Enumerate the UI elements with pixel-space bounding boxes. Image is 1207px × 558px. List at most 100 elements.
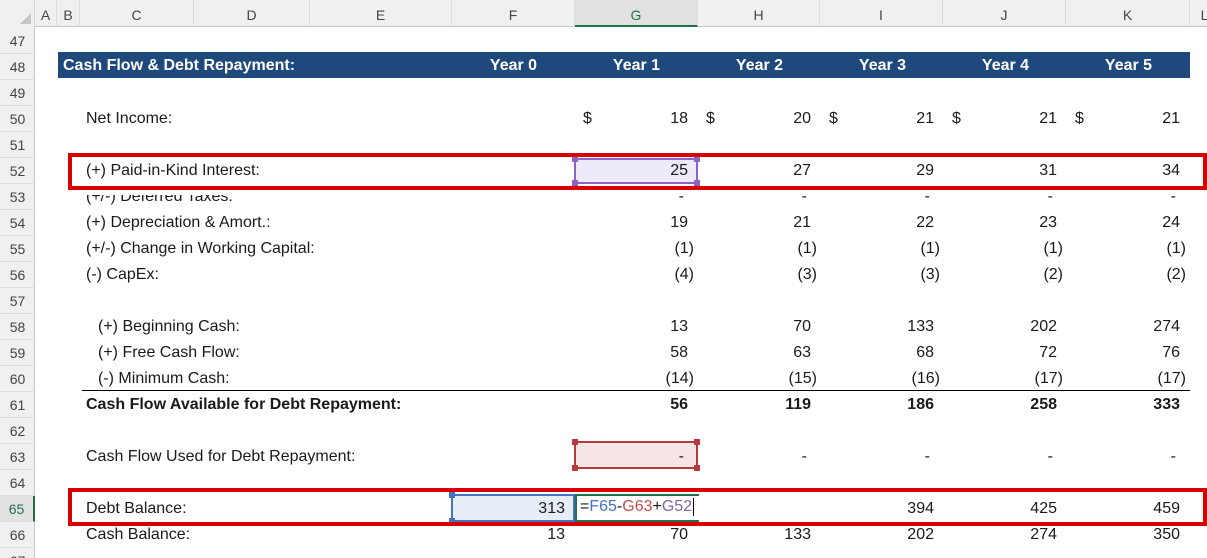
range-handle[interactable] <box>572 180 578 186</box>
row-header-61[interactable]: 61 <box>0 392 35 418</box>
debt-balance-y3[interactable]: 394 <box>907 500 934 517</box>
row-header-65[interactable]: 65 <box>0 496 35 522</box>
pik-interest-y3[interactable]: 29 <box>916 162 934 179</box>
row-header-63[interactable]: 63 <box>0 444 35 470</box>
column-header-a[interactable]: A <box>35 0 57 27</box>
free-cash-flow-y2[interactable]: 63 <box>793 344 811 361</box>
row-header-53[interactable]: 53 <box>0 184 35 210</box>
beginning-cash-y3[interactable]: 133 <box>907 318 934 335</box>
row-header-64[interactable]: 64 <box>0 470 35 496</box>
minimum-cash-y3[interactable]: (16) <box>911 370 940 387</box>
cash-balance-y4[interactable]: 274 <box>1030 526 1057 543</box>
range-handle[interactable] <box>694 180 700 186</box>
row-header-57[interactable]: 57 <box>0 288 35 314</box>
working-capital-y2[interactable]: (1) <box>797 240 817 257</box>
cf-used-y5[interactable]: - <box>1170 448 1176 465</box>
select-all-button[interactable] <box>0 0 35 27</box>
capex-y5[interactable]: (2) <box>1166 266 1186 283</box>
row-header-59[interactable]: 59 <box>0 340 35 366</box>
row-header-66[interactable]: 66 <box>0 522 35 548</box>
net-income-y5[interactable]: 21 <box>1162 110 1180 127</box>
capex-y4[interactable]: (2) <box>1043 266 1063 283</box>
deferred-taxes-y1[interactable]: - <box>678 188 684 205</box>
net-income-y1[interactable]: 18 <box>670 110 688 127</box>
pik-interest-y1[interactable]: 25 <box>670 162 688 179</box>
cf-used-y2[interactable]: - <box>801 448 807 465</box>
dep-amort-y5[interactable]: 24 <box>1162 214 1180 231</box>
row-header-51[interactable]: 51 <box>0 132 35 158</box>
column-header-d[interactable]: D <box>194 0 310 27</box>
dep-amort-y3[interactable]: 22 <box>916 214 934 231</box>
working-capital-y4[interactable]: (1) <box>1043 240 1063 257</box>
minimum-cash-y2[interactable]: (15) <box>788 370 817 387</box>
column-header-j[interactable]: J <box>943 0 1066 27</box>
working-capital-y3[interactable]: (1) <box>920 240 940 257</box>
pik-interest-y2[interactable]: 27 <box>793 162 811 179</box>
cash-balance-y5[interactable]: 350 <box>1153 526 1180 543</box>
column-header-h[interactable]: H <box>698 0 820 27</box>
debt-balance-y4[interactable]: 425 <box>1030 500 1057 517</box>
dep-amort-y1[interactable]: 19 <box>670 214 688 231</box>
beginning-cash-y1[interactable]: 13 <box>670 318 688 335</box>
range-handle[interactable] <box>572 156 578 162</box>
row-header-55[interactable]: 55 <box>0 236 35 262</box>
cf-available-y3[interactable]: 186 <box>907 396 934 413</box>
row-header-48[interactable]: 48 <box>0 54 35 80</box>
cf-used-y1[interactable]: - <box>678 448 684 465</box>
range-handle[interactable] <box>694 465 700 471</box>
minimum-cash-y1[interactable]: (14) <box>665 370 694 387</box>
row-header-60[interactable]: 60 <box>0 366 35 392</box>
debt-balance-y1-formula-editor[interactable]: =F65-G63+G52 <box>575 494 699 522</box>
free-cash-flow-y5[interactable]: 76 <box>1162 344 1180 361</box>
net-income-y4[interactable]: 21 <box>1039 110 1057 127</box>
range-handle[interactable] <box>694 156 700 162</box>
column-header-i[interactable]: I <box>820 0 943 27</box>
minimum-cash-y4[interactable]: (17) <box>1034 370 1063 387</box>
cf-used-y4[interactable]: - <box>1047 448 1053 465</box>
row-header-54[interactable]: 54 <box>0 210 35 236</box>
beginning-cash-y5[interactable]: 274 <box>1153 318 1180 335</box>
cf-available-y5[interactable]: 333 <box>1153 396 1180 413</box>
column-header-c[interactable]: C <box>80 0 194 27</box>
deferred-taxes-y4[interactable]: - <box>1047 188 1053 205</box>
cash-balance-y1[interactable]: 70 <box>670 526 688 543</box>
column-header-e[interactable]: E <box>310 0 452 27</box>
pik-interest-y5[interactable]: 34 <box>1162 162 1180 179</box>
working-capital-y5[interactable]: (1) <box>1166 240 1186 257</box>
cf-used-y3[interactable]: - <box>924 448 930 465</box>
pik-interest-y4[interactable]: 31 <box>1039 162 1057 179</box>
capex-y3[interactable]: (3) <box>920 266 940 283</box>
row-header-49[interactable]: 49 <box>0 80 35 106</box>
beginning-cash-y4[interactable]: 202 <box>1030 318 1057 335</box>
cf-available-y1[interactable]: 56 <box>670 396 688 413</box>
column-header-f[interactable]: F <box>452 0 575 27</box>
cf-available-y4[interactable]: 258 <box>1030 396 1057 413</box>
column-header-b[interactable]: B <box>57 0 80 27</box>
range-handle[interactable] <box>449 518 455 524</box>
cash-balance-y0[interactable]: 13 <box>547 526 565 543</box>
cash-balance-y3[interactable]: 202 <box>907 526 934 543</box>
net-income-y3[interactable]: 21 <box>916 110 934 127</box>
row-header-52[interactable]: 52 <box>0 158 35 184</box>
free-cash-flow-y1[interactable]: 58 <box>670 344 688 361</box>
dep-amort-y2[interactable]: 21 <box>793 214 811 231</box>
column-header-l[interactable]: L <box>1190 0 1207 27</box>
row-header-62[interactable]: 62 <box>0 418 35 444</box>
capex-y1[interactable]: (4) <box>674 266 694 283</box>
free-cash-flow-y4[interactable]: 72 <box>1039 344 1057 361</box>
net-income-y2[interactable]: 20 <box>793 110 811 127</box>
debt-balance-y5[interactable]: 459 <box>1153 500 1180 517</box>
free-cash-flow-y3[interactable]: 68 <box>916 344 934 361</box>
cash-balance-y2[interactable]: 133 <box>784 526 811 543</box>
capex-y2[interactable]: (3) <box>797 266 817 283</box>
row-header-47[interactable]: 47 <box>0 28 35 54</box>
working-capital-y1[interactable]: (1) <box>674 240 694 257</box>
debt-balance-y0[interactable]: 313 <box>538 500 565 517</box>
cf-available-y2[interactable]: 119 <box>785 396 811 413</box>
row-header-67[interactable]: 67 <box>0 548 35 558</box>
deferred-taxes-y2[interactable]: - <box>801 188 807 205</box>
range-handle[interactable] <box>572 465 578 471</box>
deferred-taxes-y5[interactable]: - <box>1170 188 1176 205</box>
column-header-k[interactable]: K <box>1066 0 1190 27</box>
range-handle[interactable] <box>449 492 455 498</box>
